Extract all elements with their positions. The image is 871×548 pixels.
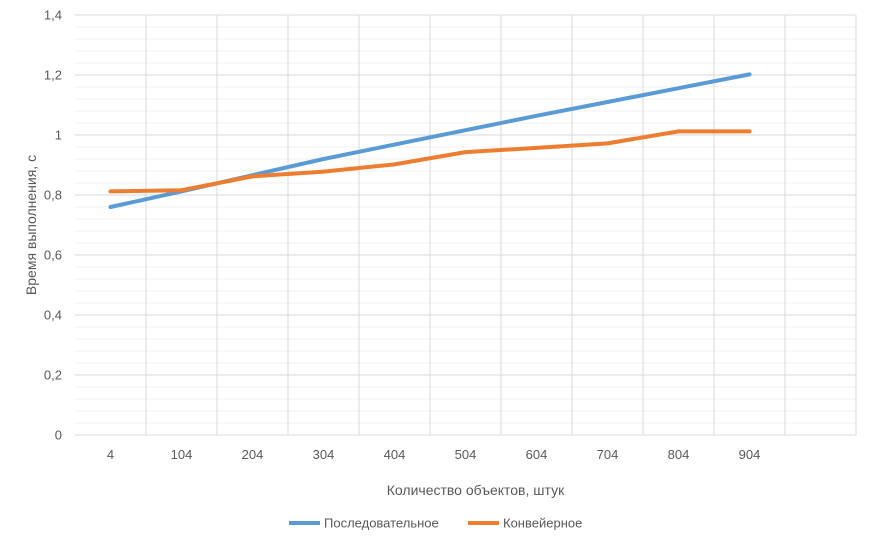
y-tick-label: 0,6 [44, 248, 62, 263]
x-tick-label: 904 [739, 447, 761, 462]
y-tick-label: 1 [55, 128, 62, 143]
major-gridlines [75, 14, 856, 376]
x-tick-label: 704 [597, 447, 619, 462]
x-tick-label: 104 [171, 447, 193, 462]
y-axis-title: Время выполнения, с [23, 155, 39, 295]
x-tick-label: 304 [313, 447, 335, 462]
y-axis-ticks: 0 0,2 0,4 0,6 0,8 1 1,2 1,4 [44, 8, 62, 443]
legend-label: Конвейерное [503, 516, 582, 531]
series-line [108, 129, 752, 194]
legend: Последовательное Конвейерное [289, 516, 582, 531]
y-tick-label: 1,4 [44, 8, 62, 23]
y-tick-label: 0,2 [44, 368, 62, 383]
x-axis-title: Количество объектов, штук [387, 482, 565, 498]
x-tick-label: 504 [455, 447, 477, 462]
x-tick-label: 4 [107, 447, 114, 462]
y-tick-label: 1,2 [44, 68, 62, 83]
minor-gridlines [75, 26, 856, 424]
series-layer [108, 72, 752, 209]
x-tick-label: 804 [668, 447, 690, 462]
y-tick-label: 0 [55, 428, 62, 443]
y-tick-label: 0,4 [44, 308, 62, 323]
legend-label: Последовательное [324, 516, 439, 531]
x-axis-ticks: 4 104 204 304 404 504 604 704 804 904 [107, 447, 760, 462]
x-tick-label: 204 [242, 447, 264, 462]
x-tick-label: 604 [526, 447, 548, 462]
y-tick-label: 0,8 [44, 188, 62, 203]
vertical-gridlines [145, 15, 857, 435]
x-tick-label: 404 [384, 447, 406, 462]
